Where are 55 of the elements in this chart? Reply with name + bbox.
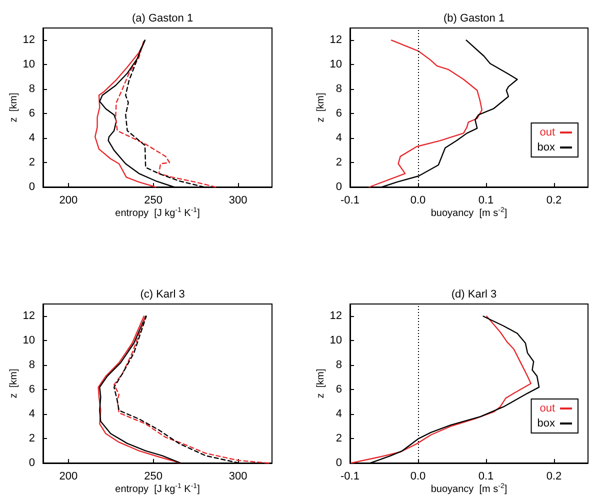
y-tick-label: 10: [330, 58, 342, 71]
y-tick-label: 2: [28, 432, 35, 445]
x-tick-label: 0.2: [546, 470, 562, 482]
y-tick-label: 12: [22, 34, 35, 46]
y-tick-label: 8: [336, 359, 342, 372]
y-tick-label: 6: [336, 108, 342, 120]
y-axis-title: z [km]: [315, 368, 326, 398]
y-tick-label: 4: [28, 408, 35, 420]
x-tick-label: 0.1: [478, 194, 494, 206]
y-tick-label: 10: [22, 334, 35, 347]
x-tick-label: 0.0: [410, 470, 426, 482]
legend-label: box: [537, 142, 556, 154]
y-axis-title: z [km]: [315, 92, 326, 122]
y-tick-label: 12: [330, 310, 342, 322]
y-tick-label: 6: [336, 384, 342, 396]
x-tick-label: 300: [228, 194, 248, 206]
x-tick-label: 200: [59, 194, 78, 206]
y-tick-label: 0: [336, 181, 342, 193]
legend-label: out: [540, 402, 555, 414]
y-tick-label: 0: [336, 457, 342, 469]
x-tick-label: 0.0: [410, 194, 426, 206]
y-tick-label: 2: [336, 156, 342, 169]
y-tick-label: 6: [28, 108, 35, 120]
y-tick-label: 8: [336, 83, 342, 96]
x-tick-label: 300: [228, 470, 248, 482]
y-tick-label: 12: [330, 34, 342, 46]
y-tick-label: 0: [28, 181, 35, 193]
y-tick-label: 8: [28, 83, 35, 96]
x-tick-label: 0.2: [546, 194, 562, 206]
y-axis-title: z [km]: [8, 92, 20, 122]
x-tick-label: -0.1: [340, 194, 360, 206]
x-tick-label: 200: [59, 470, 78, 482]
x-tick-label: 0.1: [478, 470, 494, 482]
line-series: [368, 40, 483, 188]
chart-title: (b) Gaston 1: [443, 12, 505, 24]
y-tick-label: 4: [28, 132, 35, 144]
chart-title: (c) Karl 3: [140, 288, 185, 300]
y-tick-label: 8: [28, 359, 35, 372]
chart-title: (a) Gaston 1: [132, 12, 194, 24]
y-tick-label: 6: [28, 384, 35, 396]
x-tick-label: 250: [144, 470, 162, 482]
y-tick-label: 10: [330, 334, 342, 347]
y-tick-label: 2: [336, 432, 342, 445]
legend-label: out: [540, 126, 555, 138]
y-tick-label: 4: [336, 408, 342, 420]
legend-label: box: [537, 418, 556, 430]
y-axis-title: z [km]: [8, 368, 20, 398]
y-tick-label: 0: [28, 457, 35, 469]
y-tick-label: 4: [336, 132, 342, 144]
chart-title: (d) Karl 3: [451, 288, 497, 300]
x-tick-label: 250: [144, 194, 162, 206]
y-tick-label: 2: [28, 156, 35, 169]
y-tick-label: 10: [22, 58, 35, 71]
x-tick-label: -0.1: [340, 470, 360, 482]
y-tick-label: 12: [22, 310, 35, 322]
